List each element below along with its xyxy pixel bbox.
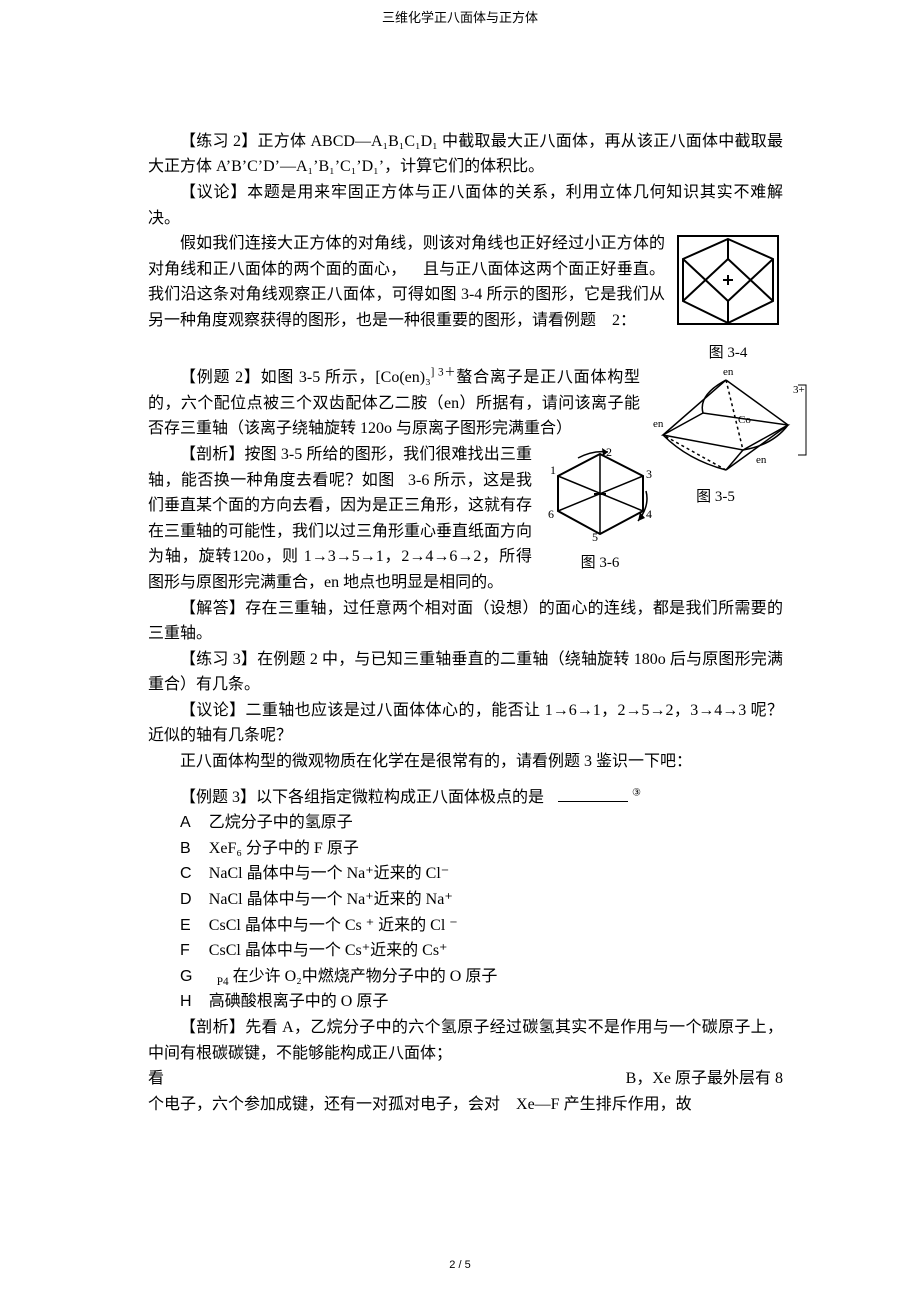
svg-text:3: 3 [646, 467, 652, 481]
option-e: ECsCl 晶体中与一个 Cs ⁺ 近来的 Cl ⁻ [148, 913, 783, 939]
figure-3-6: 1 2 3 4 5 6 图 3-6 [540, 446, 660, 575]
example-3-options: A乙烷分子中的氢原子 BXeF₆ 分子中的 F 原子 CNaCl 晶体中与一个 … [148, 810, 783, 1015]
co-en3-complex-icon: en en en Co 3+ [648, 365, 813, 475]
svg-text:1: 1 [550, 463, 556, 477]
svg-text:4: 4 [646, 507, 652, 521]
analysis-ex3-a: 【剖析】先看 A，乙烷分子中的六个氢原子经过碳氢其实不是作用与一个碳原子上，中间… [148, 1015, 783, 1066]
figure-3-5-caption: 图 3-5 [648, 485, 813, 509]
octahedron-in-cube-icon [673, 231, 783, 331]
option-h: H高碘酸根离子中的 O 原子 [148, 989, 783, 1015]
exercise-3: 【练习 3】在例题 2 中，与已知三重轴垂直的二重轴（绕轴旋转 180o 后与原… [148, 647, 783, 698]
option-f: FCsCl 晶体中与一个 Cs⁺近来的 Cs⁺ [148, 938, 783, 964]
option-a: A乙烷分子中的氢原子 [148, 810, 783, 836]
svg-text:5: 5 [592, 530, 598, 541]
answer-blank [558, 785, 628, 802]
option-b: BXeF₆ 分子中的 F 原子 [148, 836, 783, 862]
option-g: G P4 在少许 O₂中燃烧产物分子中的 O 原子 [148, 964, 783, 990]
svg-text:2: 2 [606, 446, 612, 459]
hexagon-axis-icon: 1 2 3 4 5 6 [548, 446, 653, 541]
option-c: CNaCl 晶体中与一个 Na⁺近来的 Cl⁻ [148, 861, 783, 887]
example-3-q: 【例题 3】以下各组指定微粒构成正八面体极点的是 ③ [148, 785, 783, 811]
lead-ex3: 正八面体构型的微观物质在化学在是很常有的，请看例题 3 鉴识一下吧： [148, 749, 783, 775]
figure-3-4: 图 3-4 [673, 231, 783, 365]
option-d: DNaCl 晶体中与一个 Na⁺近来的 Na⁺ [148, 887, 783, 913]
analysis-ex3-c: 个电子，六个参加成键，还有一对孤对电子，会对 Xe―F 产生排斥作用，故 [148, 1092, 783, 1118]
discussion-1: 【议论】本题是用来牢固正方体与正八面体的关系，利用立体几何知识其实不难解决。 [148, 180, 783, 231]
svg-text:en: en [723, 366, 734, 378]
figure-3-5: en en en Co 3+ 图 3-5 [648, 365, 813, 509]
svg-text:3+: 3+ [793, 384, 805, 396]
exercise-2: 【练习 2】正方体 ABCD―A₁B₁C₁D₁ 中截取最大正八面体，再从该正八面… [148, 129, 783, 180]
note-mark: ③ [632, 787, 641, 798]
figure-3-4-caption: 图 3-4 [673, 341, 783, 365]
analysis-ex3-b: 看 B，Xe 原子最外层有 8 [148, 1066, 783, 1092]
svg-text:en: en [653, 418, 664, 430]
figure-3-6-caption: 图 3-6 [540, 551, 660, 575]
svg-text:6: 6 [548, 507, 554, 521]
svg-text:en: en [756, 454, 767, 466]
svg-text:Co: Co [738, 414, 751, 426]
page-header: 三维化学正八面体与正方体 [0, 0, 920, 129]
answer-ex2: 【解答】存在三重轴，过任意两个相对面（设想）的面心的连线，都是我们所需要的三重轴… [148, 596, 783, 647]
page-footer: 2 / 5 [0, 1257, 920, 1275]
discussion-2: 【议论】二重轴也应该是过八面体体心的，能否让 1→6→1，2→5→2，3→4→3… [148, 698, 783, 749]
